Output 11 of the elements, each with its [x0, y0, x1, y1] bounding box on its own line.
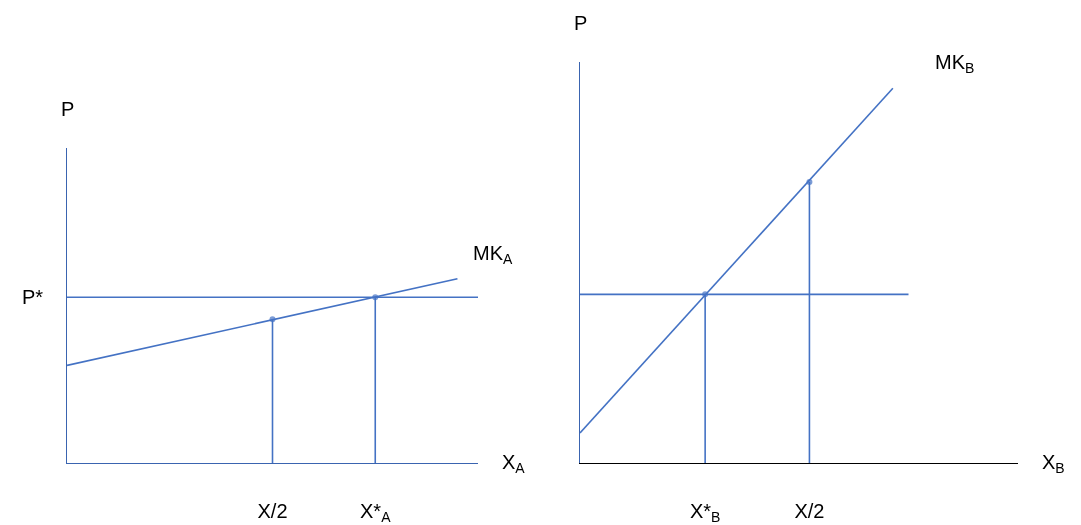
ref-line-label: P* [22, 286, 44, 308]
x-axis-title: X$_{A}$ [502, 451, 526, 477]
x-tick-label: X*$_{A}$ [360, 500, 392, 525]
x-tick-label: X/2 [794, 500, 825, 523]
series-label: MK$_{A}$ [473, 242, 513, 268]
x-axis-title: X$_{B}$ [1042, 451, 1065, 477]
y-axis-title: P [61, 98, 75, 120]
y-axis-title: P [574, 12, 588, 34]
x-tick-label: X/2 [257, 500, 288, 523]
text: MK$_{B}$ [935, 51, 975, 77]
x-tick-label: X*$_{B}$ [689, 500, 721, 525]
